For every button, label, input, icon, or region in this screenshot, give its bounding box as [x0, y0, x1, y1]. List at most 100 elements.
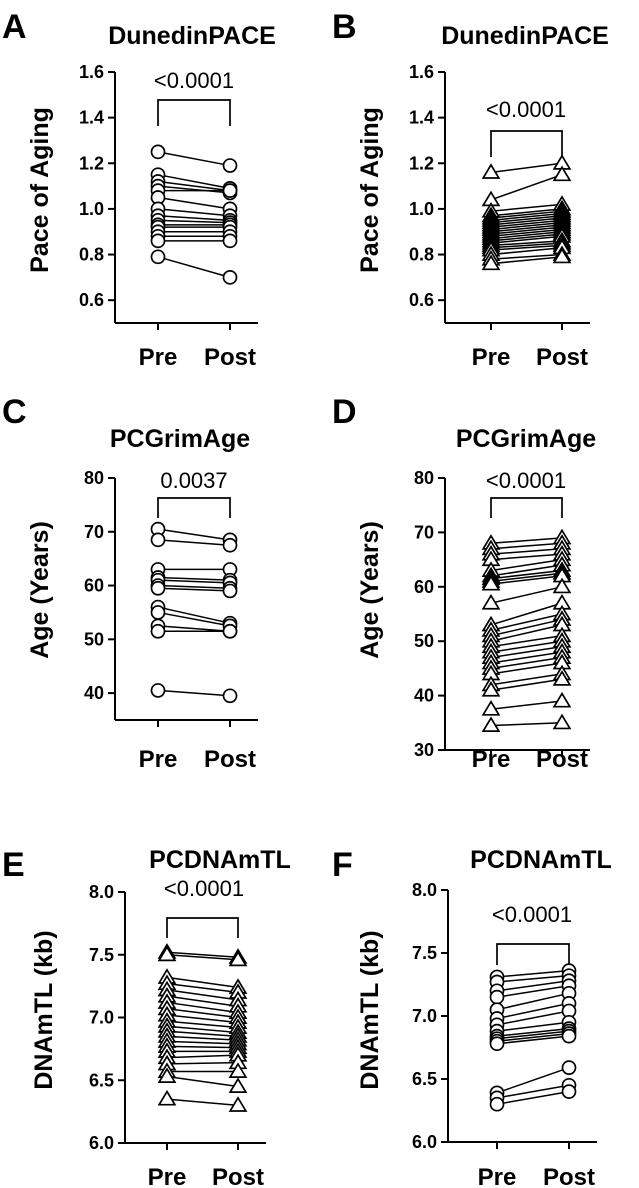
- paired-line: [166, 1040, 239, 1045]
- pre-data-point: [150, 233, 166, 249]
- paired-line: [490, 640, 563, 653]
- y-tick-label: 6.0: [89, 1133, 114, 1153]
- p-value-label: <0.0001: [486, 97, 566, 122]
- y-tick-label: 1.6: [79, 62, 104, 82]
- p-value-label: <0.0001: [154, 68, 234, 93]
- x-category-label: Post: [212, 1164, 264, 1188]
- paired-line: [157, 215, 231, 222]
- y-axis-label: Age (Years): [356, 521, 384, 659]
- pre-data-point: [157, 1067, 177, 1083]
- y-tick-label: 8.0: [89, 882, 114, 902]
- pre-data-point: [150, 249, 166, 265]
- paired-line: [496, 1021, 570, 1032]
- paired-line: [166, 951, 239, 959]
- paired-line: [490, 542, 563, 550]
- paired-line: [157, 528, 231, 541]
- post-data-point: [222, 583, 238, 599]
- paired-line: [166, 976, 239, 989]
- y-tick-label: 8.0: [412, 880, 437, 900]
- paired-line: [490, 624, 563, 642]
- paired-line: [157, 579, 231, 584]
- chart-title: PCDNAmTL: [149, 846, 291, 874]
- post-data-point: [561, 1084, 577, 1099]
- post-data-point: [561, 1028, 577, 1044]
- y-tick-label: 7.0: [89, 1008, 114, 1028]
- significance-bracket: [490, 497, 563, 518]
- x-category-label: Pre: [478, 1164, 517, 1188]
- pre-data-point: [150, 605, 166, 620]
- x-category-label: Post: [543, 1164, 595, 1188]
- paired-line: [490, 203, 563, 212]
- y-tick-label: 0.8: [79, 245, 104, 265]
- y-tick-label: 7.0: [412, 1006, 437, 1026]
- paired-line: [490, 233, 563, 242]
- paired-line: [490, 219, 563, 228]
- paired-line: [166, 1025, 239, 1034]
- paired-line: [490, 700, 563, 710]
- y-tick-label: 1.0: [409, 199, 434, 219]
- paired-line: [490, 635, 563, 648]
- post-data-point: [228, 1077, 248, 1094]
- chart-title: PCGrimAge: [456, 425, 596, 453]
- paired-line: [490, 722, 563, 727]
- paired-line: [157, 539, 231, 546]
- y-tick-label: 1.6: [409, 62, 434, 82]
- pre-data-point: [150, 683, 166, 698]
- paired-line: [166, 1061, 239, 1065]
- panel-d: D PCGrimAge Age (Years) 30 40 50 60 70 80 Pre Post…: [332, 393, 596, 773]
- x-category-label: Pre: [148, 1164, 187, 1188]
- x-category-label: Pre: [139, 344, 178, 371]
- paired-line: [490, 210, 563, 219]
- paired-line: [166, 1075, 239, 1088]
- paired-line: [490, 547, 563, 555]
- post-data-point: [222, 158, 238, 173]
- y-tick-label: 80: [84, 468, 104, 488]
- y-tick-label: 50: [84, 629, 104, 649]
- pre-data-point: [481, 681, 501, 697]
- paired-line: [490, 613, 563, 632]
- paired-line: [166, 995, 239, 1007]
- post-data-point: [228, 1096, 248, 1112]
- post-data-point: [552, 247, 572, 264]
- paired-line: [166, 1098, 239, 1107]
- panel-letter: D: [332, 393, 357, 431]
- x-category-label: Post: [204, 344, 256, 371]
- significance-bracket: [157, 497, 231, 518]
- paired-line: [490, 651, 563, 664]
- paired-line: [490, 242, 563, 249]
- panel-e: E PCDNAmTL DNAmTL (kb) 6.0 6.5 7.0 7.5 8.0 Pre Po…: [2, 846, 291, 1188]
- post-data-point: [228, 950, 248, 967]
- paired-line: [157, 611, 231, 627]
- y-tick-label: 0.6: [409, 290, 434, 310]
- post-data-point: [222, 537, 238, 553]
- paired-line: [157, 180, 231, 192]
- y-axis-label: DNAmTL (kb): [30, 930, 58, 1089]
- x-category-label: Post: [536, 746, 588, 773]
- paired-line: [166, 989, 239, 1001]
- pre-data-point: [481, 593, 501, 610]
- post-data-point: [561, 1060, 577, 1076]
- paired-line: [496, 1066, 570, 1094]
- paired-line: [157, 256, 231, 279]
- post-data-point: [222, 623, 238, 639]
- paired-line: [490, 618, 563, 637]
- x-category-label: Pre: [472, 344, 511, 371]
- paired-line: [490, 564, 563, 577]
- paired-line: [490, 537, 563, 545]
- paired-line: [490, 662, 563, 675]
- y-axis-label: DNAmTL (kb): [356, 930, 384, 1089]
- post-data-point: [222, 183, 238, 199]
- paired-line: [490, 173, 563, 201]
- panel-letter: E: [2, 846, 25, 884]
- chart-title: DunedinPACE: [108, 22, 276, 50]
- post-data-point: [222, 270, 238, 285]
- pre-data-point: [481, 574, 501, 591]
- paired-line: [496, 1090, 570, 1105]
- paired-line: [490, 575, 563, 585]
- pre-data-point: [150, 144, 166, 160]
- paired-line: [490, 553, 563, 561]
- x-category-label: Post: [536, 344, 588, 371]
- paired-line: [490, 235, 563, 244]
- x-category-label: Pre: [139, 746, 178, 773]
